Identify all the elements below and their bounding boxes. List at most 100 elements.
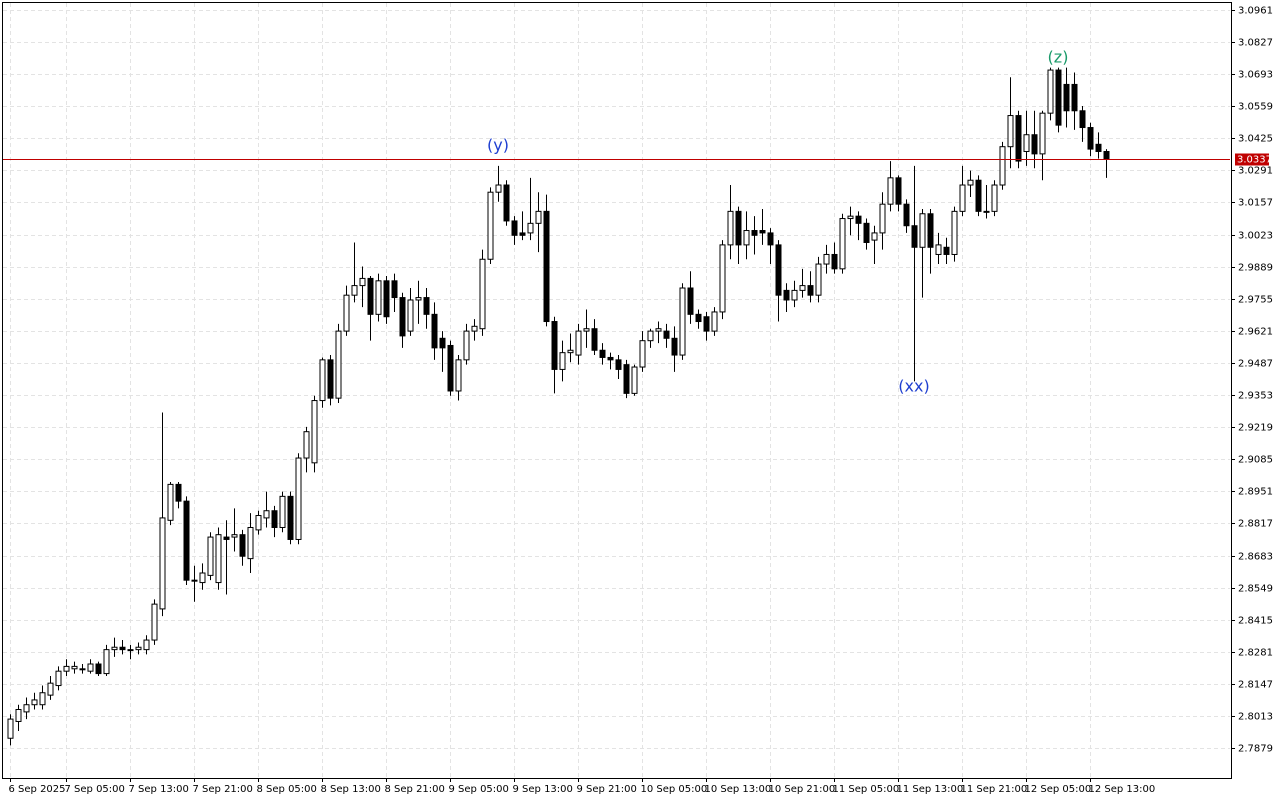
candle-body bbox=[887, 177, 894, 205]
y-tick-label: 2.8147 bbox=[1238, 680, 1273, 691]
candle-body bbox=[263, 510, 270, 519]
y-tick-label: 2.9487 bbox=[1238, 359, 1273, 370]
candle-body bbox=[743, 230, 750, 246]
candles bbox=[7, 67, 1110, 746]
y-tick-label: 2.8415 bbox=[1238, 616, 1273, 627]
candle-body bbox=[655, 328, 662, 332]
candle-body bbox=[47, 682, 54, 696]
candle-body bbox=[207, 536, 214, 576]
x-tick-label: 8 Sep 05:00 bbox=[257, 784, 317, 795]
candle-body bbox=[567, 349, 574, 354]
candle-body bbox=[983, 210, 990, 213]
candle-body bbox=[863, 222, 870, 243]
candle-body bbox=[127, 649, 134, 652]
y-tick-label: 3.0157 bbox=[1238, 198, 1273, 209]
candle-body bbox=[31, 699, 38, 706]
candle-body bbox=[855, 215, 862, 224]
candle-body bbox=[183, 500, 190, 581]
candle-body bbox=[975, 179, 982, 212]
candle-body bbox=[103, 649, 110, 675]
candle-body bbox=[255, 515, 262, 531]
candle-body bbox=[687, 287, 694, 315]
candle-body bbox=[519, 232, 526, 236]
candle-body bbox=[119, 646, 126, 651]
y-tick-label: 2.9085 bbox=[1238, 455, 1273, 466]
candle-body bbox=[599, 349, 606, 358]
candle-body bbox=[703, 316, 710, 332]
candle-body bbox=[199, 572, 206, 584]
candle-body bbox=[583, 328, 590, 332]
candle-body bbox=[951, 210, 958, 255]
candle-body bbox=[647, 330, 654, 342]
candle-body bbox=[535, 210, 542, 224]
candle-body bbox=[71, 665, 78, 670]
candle-body bbox=[791, 289, 798, 301]
candle-body bbox=[1007, 115, 1014, 148]
y-tick-label: 3.0961 bbox=[1238, 6, 1273, 17]
candle-body bbox=[839, 218, 846, 270]
candle-body bbox=[495, 184, 502, 193]
wave-label: (y) bbox=[487, 135, 509, 154]
candle-body bbox=[911, 225, 918, 248]
x-tick-label: 10 Sep 13:00 bbox=[705, 784, 772, 795]
candle-body bbox=[639, 340, 646, 368]
candle-body bbox=[927, 213, 934, 248]
y-tick-label: 2.8951 bbox=[1238, 487, 1273, 498]
candle-body bbox=[239, 534, 246, 557]
candle-body bbox=[215, 534, 222, 584]
candle-body bbox=[87, 663, 94, 672]
candle-body bbox=[799, 285, 806, 291]
candle-body bbox=[271, 510, 278, 528]
candle-body bbox=[191, 579, 198, 582]
price-label-bg bbox=[1235, 153, 1269, 166]
candle-body bbox=[279, 495, 286, 528]
candle-body bbox=[415, 297, 422, 301]
candle-body bbox=[935, 244, 942, 255]
candle-body bbox=[831, 253, 838, 270]
x-tick-label: 11 Sep 05:00 bbox=[833, 784, 900, 795]
grid bbox=[3, 3, 1230, 778]
x-tick-label: 10 Sep 21:00 bbox=[769, 784, 836, 795]
candle-body bbox=[591, 328, 598, 351]
candle-body bbox=[511, 220, 518, 236]
price-label: 3.0337 bbox=[1237, 155, 1272, 166]
candle-body bbox=[1103, 150, 1110, 160]
candle-body bbox=[615, 359, 622, 370]
x-tick-label: 7 Sep 05:00 bbox=[65, 784, 125, 795]
candle-body bbox=[1079, 110, 1086, 129]
candle-body bbox=[1015, 115, 1022, 162]
candle-body bbox=[7, 718, 14, 739]
candle-body bbox=[711, 311, 718, 332]
candle-body bbox=[79, 668, 86, 671]
candle-body bbox=[407, 299, 414, 332]
x-tick-label: 11 Sep 21:00 bbox=[961, 784, 1028, 795]
candle-body bbox=[1039, 112, 1046, 155]
x-tick-label: 6 Sep 2025 bbox=[9, 784, 66, 795]
candle-body bbox=[607, 356, 614, 361]
candle-body bbox=[943, 246, 950, 255]
y-tick-label: 2.9621 bbox=[1238, 327, 1273, 338]
candle-body bbox=[327, 359, 334, 399]
candle-body bbox=[311, 400, 318, 464]
candle-body bbox=[991, 184, 998, 212]
candle-body bbox=[1063, 83, 1070, 112]
candle-body bbox=[879, 203, 886, 234]
candle-body bbox=[23, 704, 30, 713]
x-tick-label: 8 Sep 21:00 bbox=[385, 784, 445, 795]
candle-body bbox=[751, 230, 758, 236]
candle-body bbox=[871, 232, 878, 241]
candle-body bbox=[783, 289, 790, 301]
x-tick-label: 9 Sep 13:00 bbox=[513, 784, 573, 795]
candle-body bbox=[759, 230, 766, 234]
candle-body bbox=[847, 215, 854, 220]
x-tick-label: 8 Sep 13:00 bbox=[321, 784, 381, 795]
y-tick-label: 2.8281 bbox=[1238, 648, 1273, 659]
y-tick-label: 2.9353 bbox=[1238, 391, 1273, 402]
overlay: (y) (xx) (z) bbox=[3, 47, 1230, 395]
candle-body bbox=[823, 253, 830, 265]
y-tick-label: 3.0827 bbox=[1238, 38, 1273, 49]
candle-body bbox=[231, 534, 238, 538]
candle-body bbox=[359, 277, 366, 287]
candle-body bbox=[679, 287, 686, 356]
